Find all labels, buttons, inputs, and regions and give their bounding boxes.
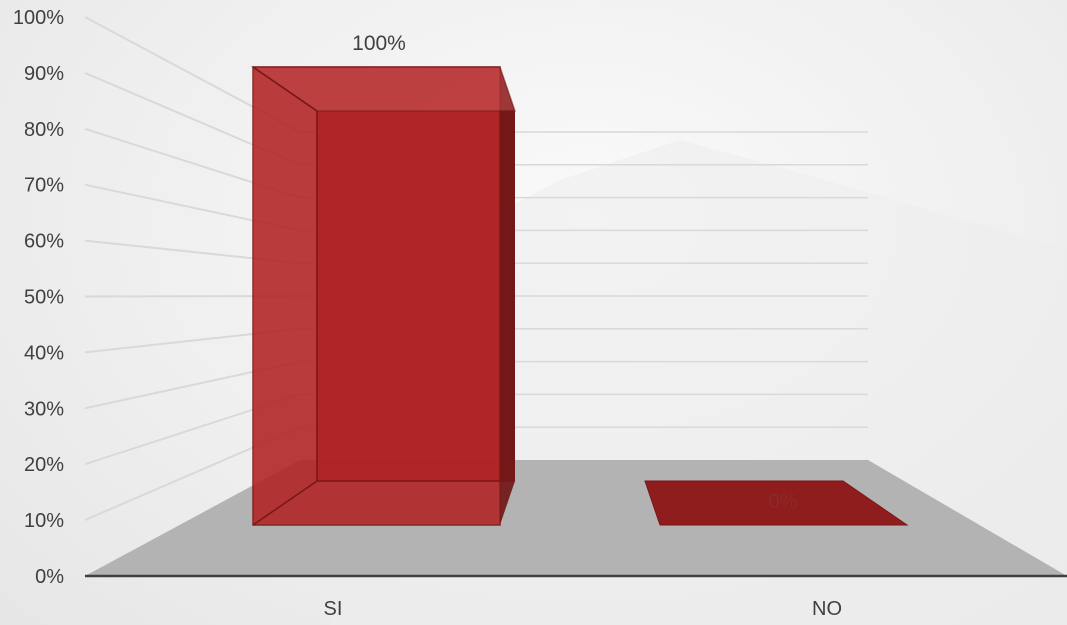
x-category-label: SI [324,598,343,620]
y-tick-label: 90% [24,63,64,85]
bar-front-face [252,66,501,526]
data-labels: 100% 0% [352,32,798,513]
y-tick-label: 30% [24,398,64,420]
y-tick-label: 0% [35,566,64,588]
x-category-label: NO [812,598,842,620]
y-tick-label: 80% [24,119,64,141]
bar-edge [252,66,318,112]
data-label: 0% [769,491,798,513]
y-tick-label: 60% [24,231,64,253]
x-axis-categories: SI NO [324,598,842,620]
data-label: 100% [352,32,406,55]
y-tick-label: 50% [24,287,64,309]
y-tick-label: 100% [13,7,64,29]
y-tick-label: 20% [24,454,64,476]
bar-flat [644,480,909,526]
y-tick-label: 10% [24,510,64,532]
bar-edge [252,480,318,526]
bar-side-face [500,67,515,525]
y-tick-label: 40% [24,342,64,364]
bars [250,66,909,526]
y-axis-ticks: 0% 10% 20% 30% 40% 50% 60% 70% 80% 90% 100% [13,7,64,588]
y-tick-label: 70% [24,175,64,197]
